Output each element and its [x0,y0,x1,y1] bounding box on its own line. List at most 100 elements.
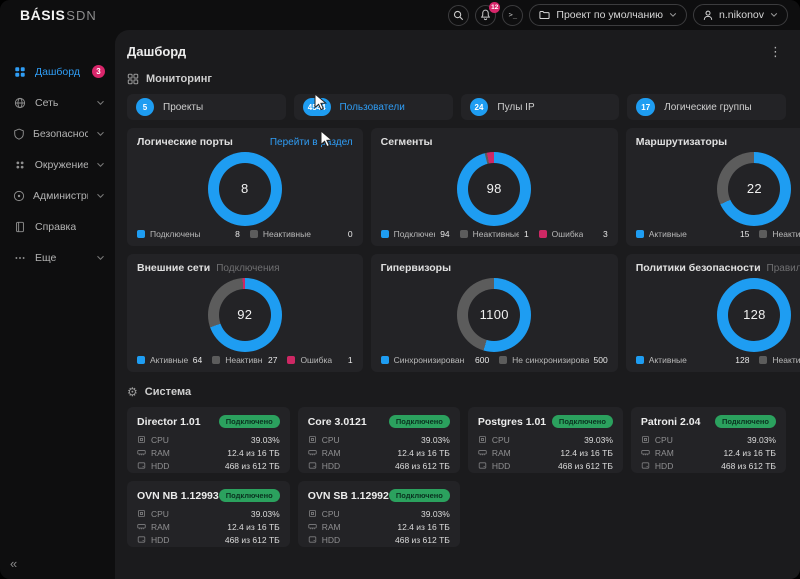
notifications-button[interactable]: 12 [475,1,501,26]
legend-value: 1 [523,229,529,239]
row-label: RAM [321,521,341,532]
gear-icon: ⚙ [127,385,138,399]
card-subtitle: Подключения [216,263,280,274]
legend-label: Синхронизирован [393,355,465,365]
row-label: HDD [151,460,170,471]
sidebar-item-security[interactable]: Безопасность [0,118,115,149]
card-title: Политики безопасности [635,262,761,274]
terminal-button[interactable]: >_ [502,4,524,26]
sidebar-item-help[interactable]: Справка [0,211,115,242]
project-selector[interactable]: Проект по умолчанию [529,4,688,26]
hdd-icon [308,535,317,544]
donut-total: 98 [486,181,502,196]
ram-value: 12.4 из 16 ТБ [397,521,450,532]
stat-label: Пулы IP [497,101,535,113]
row-label: CPU [151,508,169,519]
row-label: RAM [654,447,674,458]
legend-label: Неактивные [772,229,800,239]
search-button[interactable] [448,4,470,26]
stat-card-logical-groups[interactable]: 17 Логические группы [627,94,786,120]
legend-label: Неактивные [772,355,800,365]
card-title: Внешние сети [137,262,211,274]
system-card-ovn-sb: OVN SB 1.12992 Подключено CPU 39.03% RAM 1… [297,481,460,547]
donut-card-security-policies: Политики безопасности Правила безопаснос… [625,254,800,372]
system-card-director: Director 1.01 Подключено CPU 39.03% RAM 12… [127,407,290,473]
legend-swatch [635,230,644,238]
row-label: HDD [321,460,341,471]
kebab-menu-icon[interactable]: ⋮ [769,43,782,59]
donut-total: 1100 [479,307,509,322]
chevron-down-icon [669,12,677,18]
stat-value-badge: 5 [136,98,154,116]
legend-value: 64 [192,355,203,365]
ram-value: 12.4 из 16 ТБ [227,521,280,532]
stat-card-users[interactable]: 4544 Пользователи [293,94,453,120]
sidebar-item-more[interactable]: Еще [0,242,115,273]
sidebar-item-administration[interactable]: Администрирование [0,180,115,211]
chevron-down-icon [96,162,105,168]
cpu-icon [137,435,146,444]
status-badge: Подключено [388,489,450,502]
legend-label: Активные [648,355,687,365]
donut-legend: Подключены 8 Неактивные 0 [137,229,353,239]
page-title: Дашборд [127,43,187,59]
stat-label: Пользователи [339,101,405,113]
sidebar-item-network[interactable]: Сеть [0,87,115,118]
donut-card-hypervisors: Гипервизоры 1100 Синхронизирован 600 Не с… [370,254,618,372]
donut-chart: 8 [207,151,282,226]
logo: BÁSIS SDN [20,7,97,23]
legend-value: 8 [235,229,240,239]
legend-swatch [287,356,296,364]
monitoring-section-label: Мониторинг [146,73,212,85]
sidebar-item-environment[interactable]: Окружение [0,149,115,180]
legend-swatch [759,230,768,238]
sidebar-collapse-button[interactable]: « [10,556,18,571]
stat-card-projects[interactable]: 5 Проекты [127,94,286,120]
system-card-core: Core 3.0121 Подключено CPU 39.03% RAM 12.4… [297,407,460,473]
folder-icon [539,10,550,20]
card-subtitle: Правила безопасности [766,263,800,274]
logo-basis: BÁSIS [20,7,66,23]
donut-legend: Синхронизирован 600 Не синхронизирован 500 [380,355,608,365]
cpu-icon [137,509,146,518]
server-name: Core 3.0121 [307,415,367,428]
hdd-value: 468 из 612 ТБ [558,460,613,471]
stat-card-ip-pools[interactable]: 24 Пулы IP [460,94,620,120]
user-menu[interactable]: n.nikonov [693,4,788,26]
legend-value: 1 [347,355,353,365]
legend-label: Неактивные [472,229,519,239]
project-selector-label: Проект по умолчанию [556,9,664,21]
sidebar-item-label: Безопасность [33,127,88,140]
monitoring-stats: 5 Проекты 4544 Пользователи 24 Пулы IP 1… [127,94,786,120]
legend-value: 15 [739,229,750,239]
legend-label: Ошибка [300,355,333,365]
ram-value: 12.4 из 16 ТБ [723,447,777,458]
logo-sdn: SDN [66,8,97,23]
status-badge: Подключено [218,489,280,502]
card-title: Маршрутизаторы [635,136,728,148]
row-label: RAM [151,447,170,458]
row-label: HDD [654,460,674,471]
donut-card-logical-ports: Логические порты Перейти в раздел 8 Подк… [127,128,363,246]
legend-value: 0 [347,229,353,239]
sidebar-item-label: Сеть [35,96,59,109]
sidebar: Дашборд 3 Сеть Безопасность [0,30,115,579]
sidebar-item-dashboard[interactable]: Дашборд 3 [0,56,115,87]
go-to-section-link[interactable]: Перейти в раздел [269,137,353,148]
dots-grid-icon [13,159,27,171]
bell-icon [480,9,491,21]
stat-value-badge: 24 [469,98,489,116]
legend-value: 3 [602,229,608,239]
book-icon [13,221,27,233]
row-label: HDD [491,460,511,471]
sidebar-item-label: Администрирование [33,189,88,202]
system-section-label: Система [144,386,192,398]
stat-value-badge: 4544 [302,98,331,116]
chevron-down-icon [96,193,105,199]
donut-card-external-networks: Внешние сети Подключения 92 Активные 64 Н… [127,254,363,372]
system-card-postgres: Postgres 1.01 Подключено CPU 39.03% RAM 12… [467,407,623,473]
status-badge: Подключено [388,415,450,428]
server-name: Director 1.01 [137,415,201,428]
